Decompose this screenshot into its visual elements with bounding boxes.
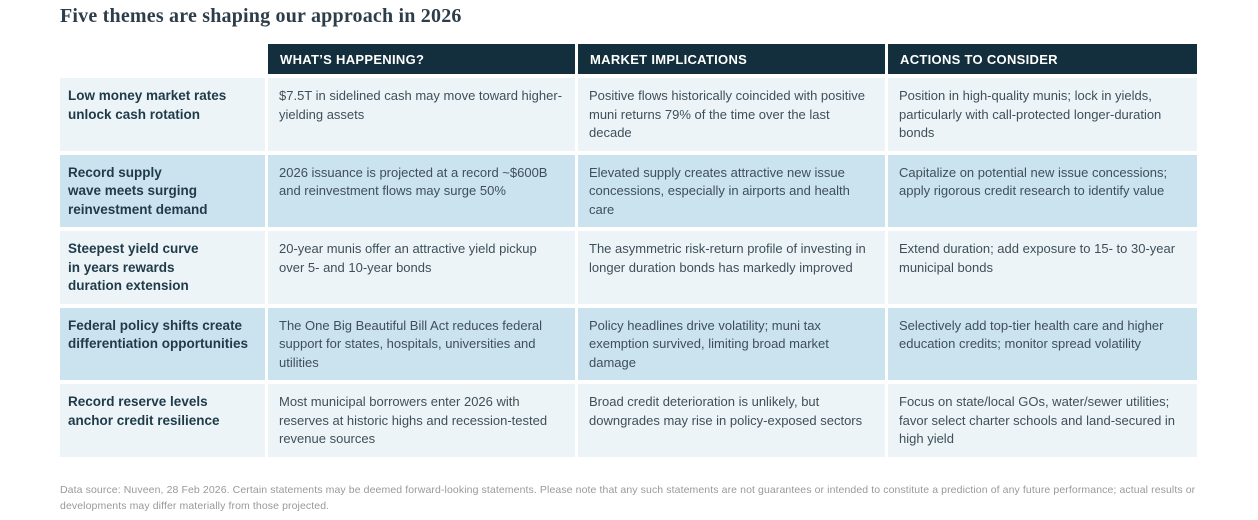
implications-cell-row4: Policy headlines drive volatility; muni … [578,307,885,380]
actions-cell-row1: Position in high-quality munis; lock in … [888,78,1197,151]
theme-cell-yield-curve: Steepest yield curve in years rewards du… [60,231,265,304]
happening-cell-row1: $7.5T in sidelined cash may move toward … [268,78,575,151]
column-header-market-implications: MARKET IMPLICATIONS [578,44,885,74]
theme-cell-record-supply: Record supply wave meets surging reinves… [60,154,265,227]
implications-cell-row5: Broad credit deterioration is unlikely, … [578,384,885,457]
themes-table: WHAT’S HAPPENING? MARKET IMPLICATIONS AC… [60,44,1197,457]
column-header-actions-to-consider: ACTIONS TO CONSIDER [888,44,1197,74]
page-title: Five themes are shaping our approach in … [60,5,462,27]
actions-cell-row4: Selectively add top-tier health care and… [888,307,1197,380]
implications-cell-row2: Elevated supply creates attractive new i… [578,154,885,227]
theme-cell-federal-policy: Federal policy shifts create differentia… [60,307,265,380]
implications-cell-row3: The asymmetric risk-return profile of in… [578,231,885,304]
happening-cell-row2: 2026 issuance is projected at a record ~… [268,154,575,227]
data-source-note: Data source: Nuveen, 28 Feb 2026. Certai… [60,483,1196,512]
column-header-whats-happening: WHAT’S HAPPENING? [268,44,575,74]
actions-cell-row3: Extend duration; add exposure to 15- to … [888,231,1197,304]
actions-cell-row5: Focus on state/local GOs, water/sewer ut… [888,384,1197,457]
happening-cell-row3: 20-year munis offer an attractive yield … [268,231,575,304]
theme-cell-reserve-levels: Record reserve levels anchor credit resi… [60,384,265,457]
happening-cell-row5: Most municipal borrowers enter 2026 with… [268,384,575,457]
theme-cell-cash-rotation: Low money market rates unlock cash rotat… [60,78,265,151]
header-spacer [60,44,265,74]
happening-cell-row4: The One Big Beautiful Bill Act reduces f… [268,307,575,380]
actions-cell-row2: Capitalize on potential new issue conces… [888,154,1197,227]
implications-cell-row1: Positive flows historically coincided wi… [578,78,885,151]
